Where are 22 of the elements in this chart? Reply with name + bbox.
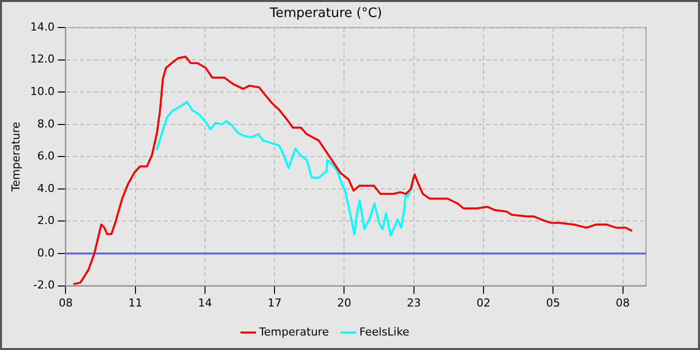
legend-label: FeelsLike — [359, 325, 410, 338]
y-tick-label: 8.0 — [37, 117, 55, 130]
x-tick-label: 08 — [616, 296, 630, 310]
y-tick-label: 12.0 — [30, 52, 55, 66]
x-tick-label: 23 — [406, 296, 421, 310]
x-tick-label: 02 — [476, 296, 491, 310]
x-tick-label: 11 — [128, 296, 142, 310]
y-tick-label: 6.0 — [37, 150, 55, 163]
y-tick-label: 0.0 — [37, 246, 55, 260]
y-tick-label: -2.0 — [33, 278, 55, 292]
x-tick-label: 05 — [546, 296, 560, 310]
y-axis-title: Temperature — [9, 122, 22, 193]
x-tick-label: 20 — [337, 296, 352, 310]
x-tick-label: 14 — [198, 296, 212, 310]
y-tick-label: 2.0 — [37, 214, 55, 228]
y-tick-label: 10.0 — [30, 85, 55, 98]
chart-title: Temperature (°C) — [268, 6, 382, 22]
x-tick-label: 08 — [58, 296, 73, 310]
y-tick-label: 4.0 — [37, 182, 55, 195]
y-tick-label: 14.0 — [30, 20, 55, 34]
x-tick-label: 17 — [268, 296, 282, 310]
legend-label: Temperature — [258, 325, 330, 338]
